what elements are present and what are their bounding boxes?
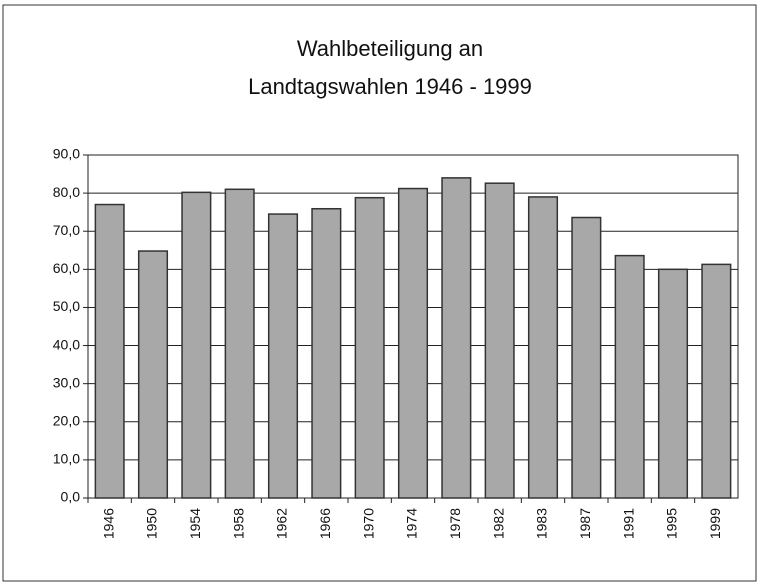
y-tick-label: 20,0 <box>53 412 80 428</box>
y-tick-label: 60,0 <box>53 260 80 276</box>
bar <box>484 182 515 499</box>
y-tick-label: 50,0 <box>53 298 80 314</box>
bar <box>614 254 645 499</box>
x-tick-label: 1995 <box>664 508 680 539</box>
bar <box>224 188 255 499</box>
x-tick-label: 1958 <box>230 508 246 539</box>
x-tick-label: 1987 <box>577 508 593 539</box>
y-tick-label: 70,0 <box>53 222 80 238</box>
x-tick-label: 1966 <box>317 508 333 539</box>
y-tick-label: 80,0 <box>53 184 80 200</box>
x-tick-label: 1983 <box>534 508 550 539</box>
y-tick-label: 30,0 <box>53 374 80 390</box>
bar <box>701 263 732 499</box>
bar <box>311 207 342 499</box>
bar <box>571 216 602 499</box>
chart-title: Landtagswahlen 1946 - 1999 <box>248 74 532 99</box>
x-tick-label: 1946 <box>100 508 116 539</box>
y-tick-label: 10,0 <box>53 451 80 467</box>
bar <box>657 268 689 499</box>
x-tick-label: 1978 <box>447 508 463 539</box>
x-tick-label: 1974 <box>404 508 420 539</box>
bar <box>397 187 429 499</box>
bar <box>94 203 125 499</box>
x-tick-label: 1999 <box>707 508 723 539</box>
bar <box>181 191 212 499</box>
bar <box>267 213 299 499</box>
x-tick-label: 1962 <box>274 508 290 539</box>
bar <box>137 250 169 499</box>
y-tick-label: 40,0 <box>53 336 80 352</box>
bar <box>354 196 385 499</box>
y-tick-label: 0,0 <box>61 489 81 505</box>
y-tick-label: 90,0 <box>53 146 80 162</box>
bar <box>527 196 559 499</box>
x-tick-label: 1982 <box>490 508 506 539</box>
x-tick-label: 1954 <box>187 508 203 539</box>
bar <box>441 177 472 499</box>
x-tick-label: 1950 <box>144 508 160 539</box>
chart-title: Wahlbeteiligung an <box>297 36 483 61</box>
x-tick-label: 1970 <box>360 508 376 539</box>
x-tick-label: 1991 <box>620 508 636 539</box>
